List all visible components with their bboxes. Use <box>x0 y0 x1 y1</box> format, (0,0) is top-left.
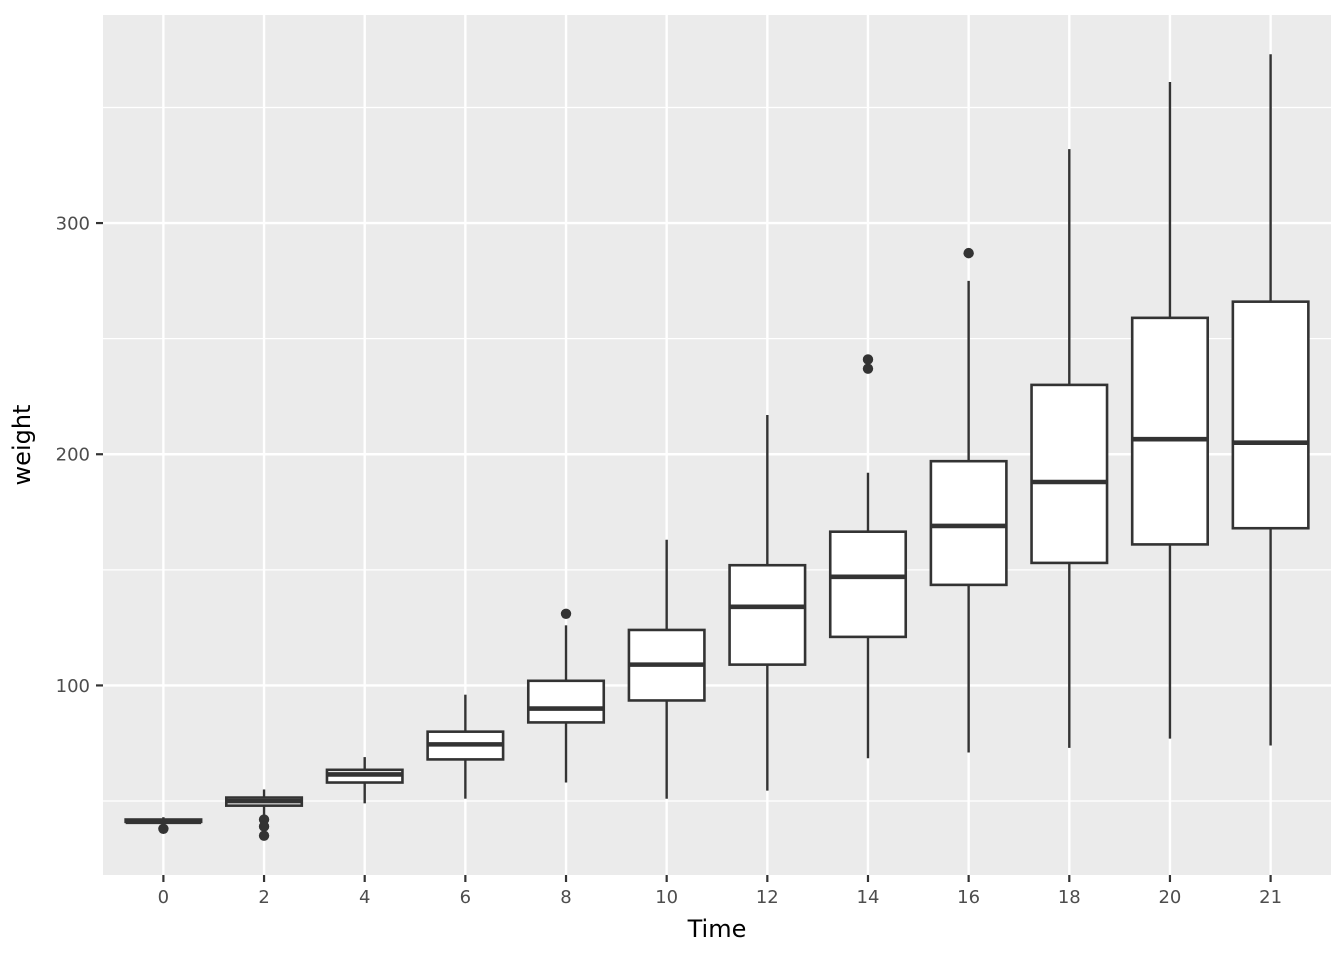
boxplot-time-16 <box>929 247 1008 753</box>
box-rect <box>1030 383 1109 565</box>
x-tick-label: 12 <box>756 887 779 908</box>
box-rect <box>1130 316 1209 546</box>
x-tick-label: 18 <box>1058 887 1081 908</box>
outlier-dot <box>158 823 169 834</box>
x-tick-label: 10 <box>655 887 678 908</box>
y-tick-label: 200 <box>56 445 90 466</box>
box-rect <box>929 459 1008 587</box>
box-rect <box>1231 300 1310 530</box>
x-tick-label: 0 <box>158 887 169 908</box>
outlier-dot <box>258 821 270 832</box>
boxplot-time-10 <box>627 539 706 799</box>
x-tick-label: 6 <box>460 887 471 908</box>
boxplot-time-18 <box>1030 149 1109 748</box>
y-tick-label: 300 <box>56 214 90 235</box>
x-tick-label: 21 <box>1259 887 1282 908</box>
boxplot-time-4 <box>325 757 404 804</box>
outlier-dot <box>258 830 270 841</box>
x-tick-label: 20 <box>1158 887 1181 908</box>
boxplot-time-0 <box>124 817 203 834</box>
x-tick-label: 4 <box>359 887 370 908</box>
boxplot-time-6 <box>426 694 505 799</box>
y-axis-title: weight <box>8 405 36 486</box>
outlier-dot <box>862 363 874 374</box>
x-tick-label: 14 <box>857 887 880 908</box>
boxplot-time-14 <box>828 354 908 759</box>
x-tick-label: 8 <box>560 887 571 908</box>
x-tick-label: 2 <box>258 887 269 908</box>
box-rect <box>828 530 908 639</box>
box-rect <box>526 679 606 724</box>
outlier-dot <box>963 247 974 259</box>
y-tick-label: 100 <box>56 676 90 697</box>
panel-background <box>103 15 1331 875</box>
outlier-dot <box>560 608 572 619</box>
x-tick-label: 16 <box>957 887 980 908</box>
x-axis-title: Time <box>687 915 747 943</box>
boxplot-time-8 <box>526 608 606 783</box>
outlier-dot <box>862 354 874 365</box>
boxplot-time-2 <box>225 789 304 841</box>
boxplot-time-12 <box>728 414 807 791</box>
box-rect <box>728 563 807 666</box>
boxplot-time-20 <box>1130 82 1209 739</box>
boxplot-time-21 <box>1231 54 1310 746</box>
